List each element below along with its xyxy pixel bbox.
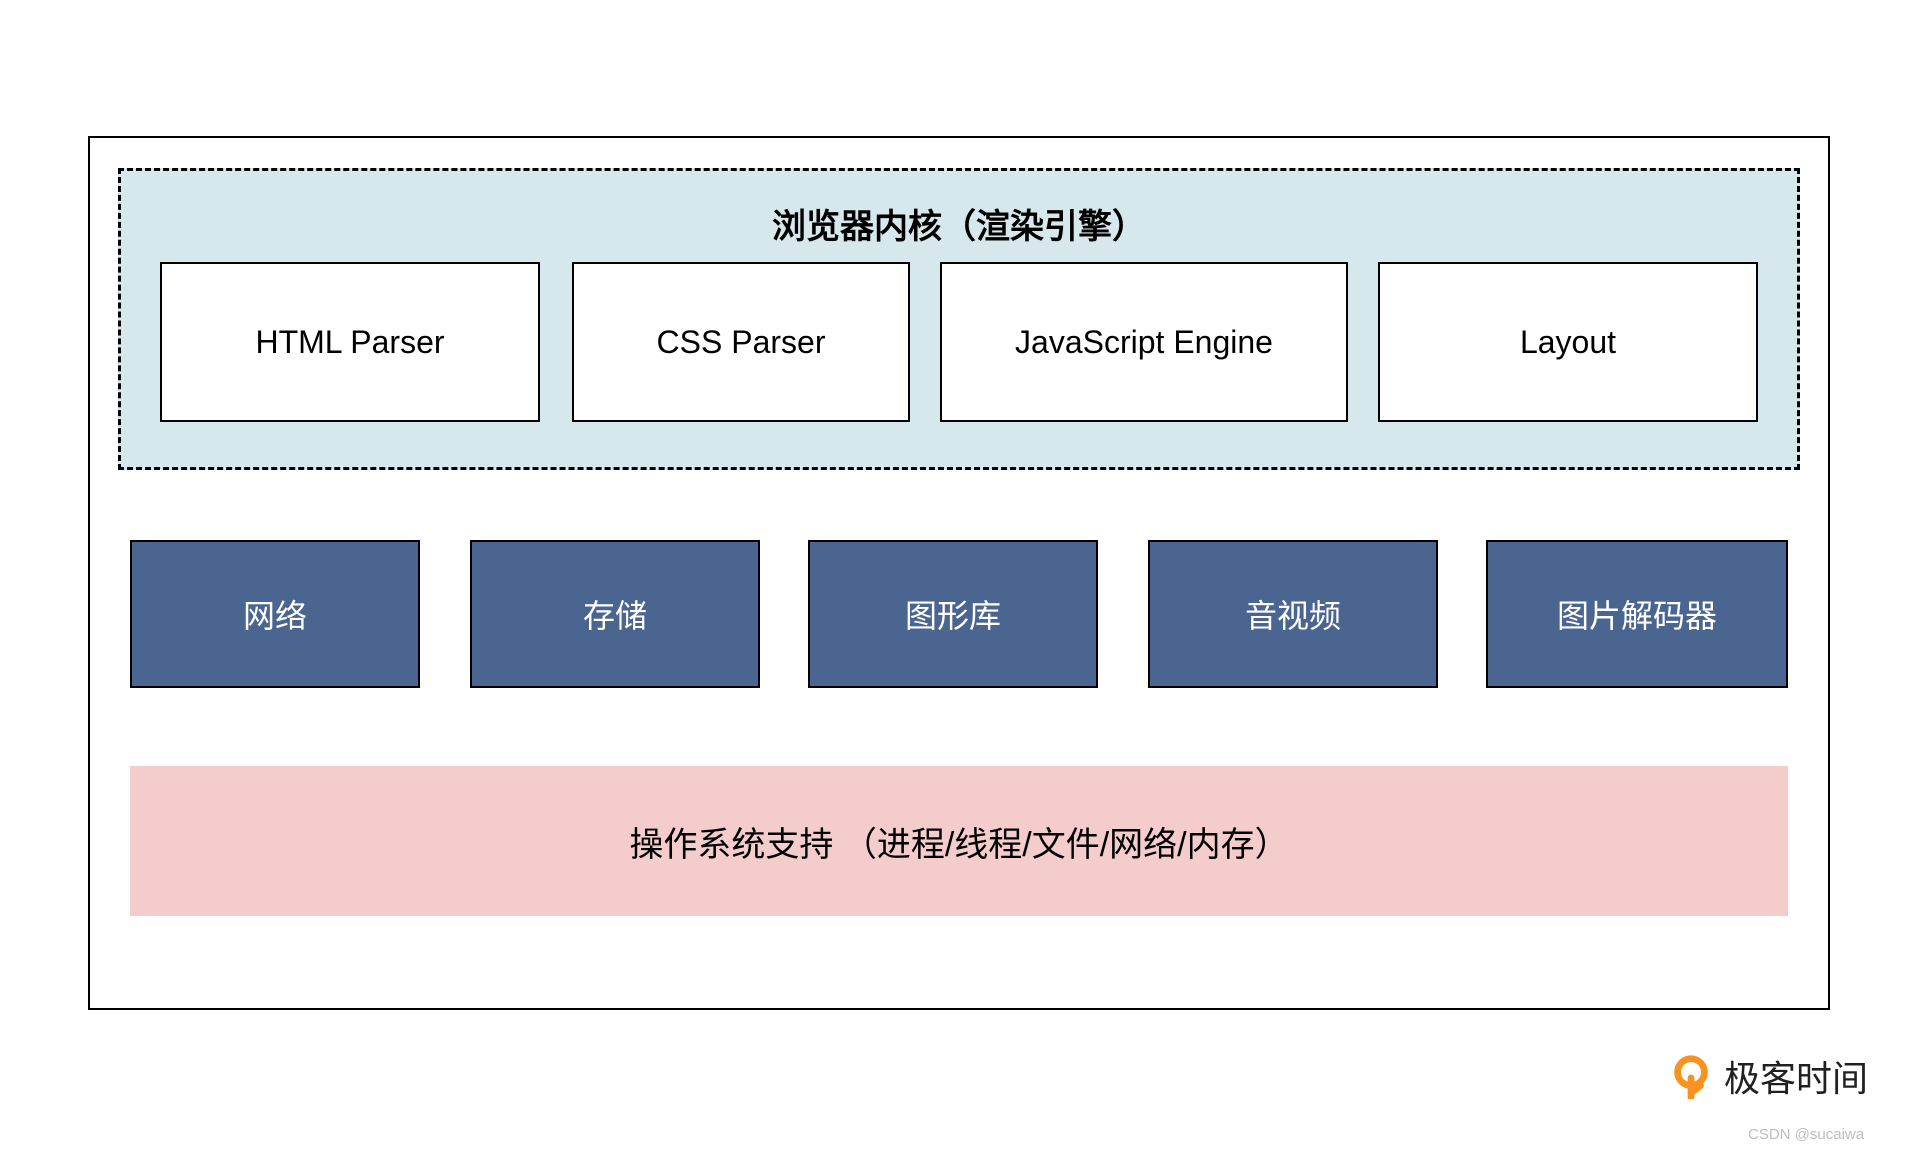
os-support-box: 操作系统支持 （进程/线程/文件/网络/内存） — [130, 766, 1788, 916]
kernel-component-box: HTML Parser — [160, 262, 540, 422]
service-box: 网络 — [130, 540, 420, 688]
brand-badge: 极客时间 — [1668, 1050, 1868, 1102]
os-support-label: 操作系统支持 （进程/线程/文件/网络/内存） — [629, 817, 1288, 866]
kernel-component-label: CSS Parser — [657, 324, 826, 361]
service-box: 图片解码器 — [1486, 540, 1788, 688]
kernel-component-label: Layout — [1520, 324, 1616, 361]
brand-text: 极客时间 — [1724, 1050, 1868, 1102]
service-box-label: 图形库 — [905, 591, 1001, 637]
service-box-label: 存储 — [583, 591, 647, 637]
brand-logo-icon — [1668, 1053, 1714, 1099]
credit-text: CSDN @sucaiwa — [1748, 1126, 1864, 1143]
service-box: 音视频 — [1148, 540, 1438, 688]
service-box-label: 图片解码器 — [1557, 591, 1717, 637]
service-box-label: 音视频 — [1245, 591, 1341, 637]
kernel-component-box: JavaScript Engine — [940, 262, 1348, 422]
kernel-component-box: CSS Parser — [572, 262, 910, 422]
kernel-panel-title: 浏览器内核（渲染引擎） — [121, 199, 1797, 248]
service-box-label: 网络 — [243, 591, 307, 637]
kernel-component-box: Layout — [1378, 262, 1758, 422]
service-box: 图形库 — [808, 540, 1098, 688]
kernel-component-label: HTML Parser — [255, 324, 444, 361]
service-box: 存储 — [470, 540, 760, 688]
kernel-component-label: JavaScript Engine — [1015, 324, 1273, 361]
diagram-canvas: 浏览器内核（渲染引擎） HTML Parser CSS Parser JavaScr… — [0, 0, 1920, 1160]
